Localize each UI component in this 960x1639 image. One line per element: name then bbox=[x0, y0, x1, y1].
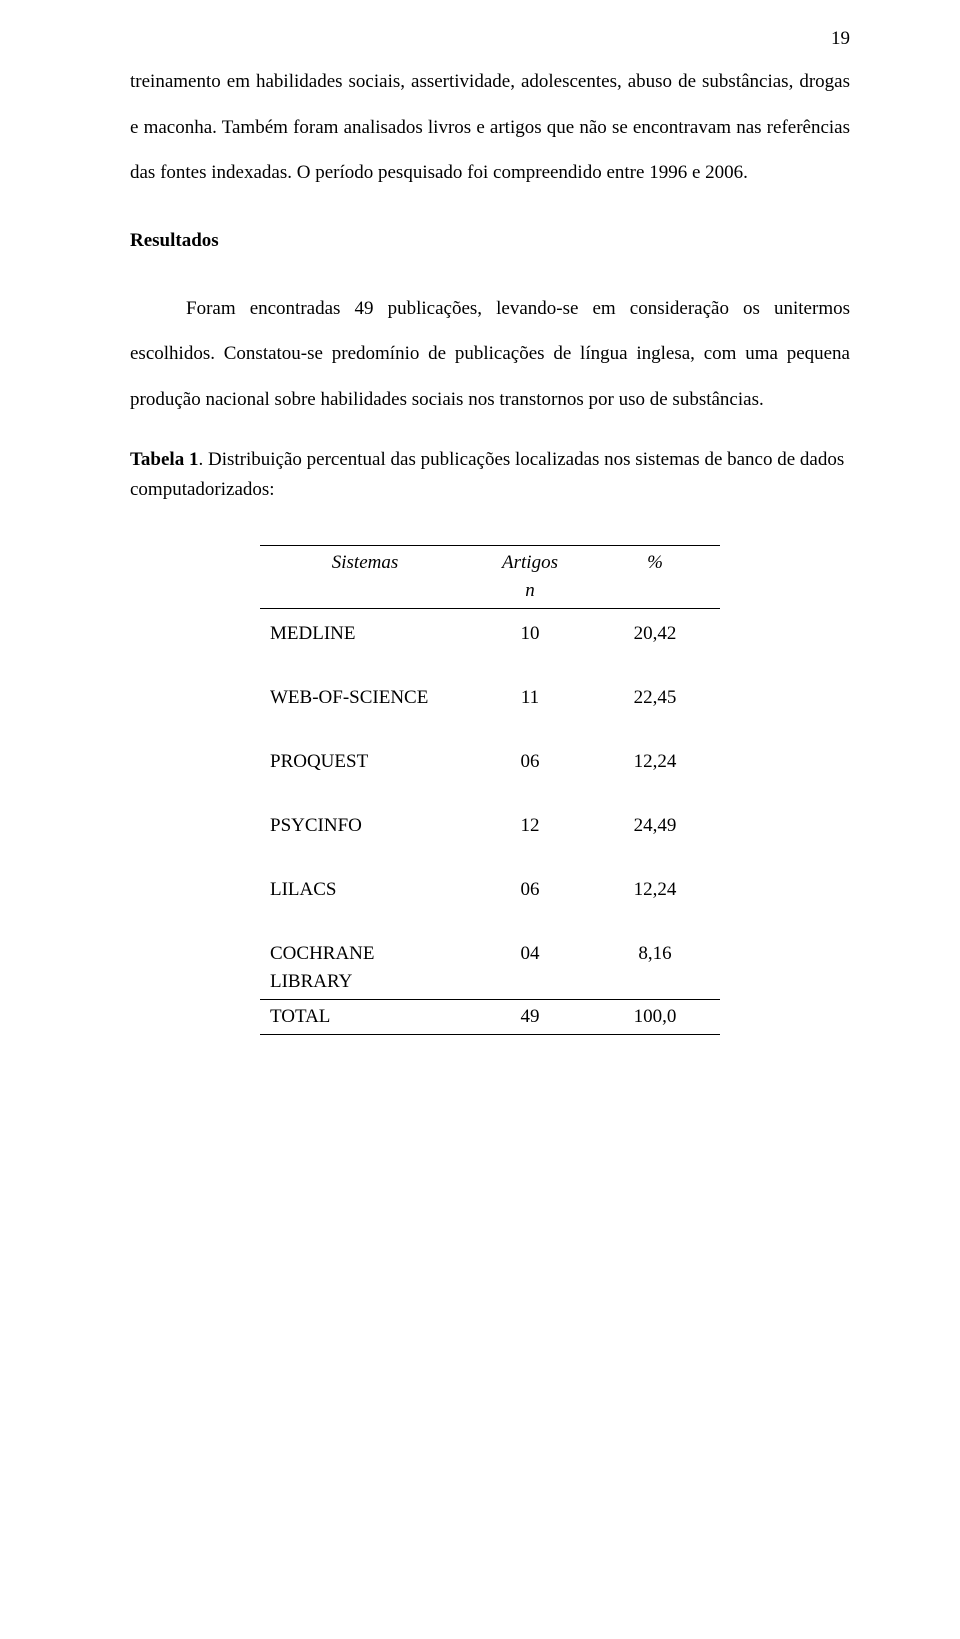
table-row: WEB-OF-SCIENCE 11 22,45 bbox=[260, 651, 720, 715]
cell-n: 10 bbox=[470, 609, 590, 652]
table-row: PSYCINFO 12 24,49 bbox=[260, 779, 720, 843]
th-artigos: Artigos bbox=[470, 546, 590, 581]
cell-n: 04 bbox=[470, 907, 590, 971]
cell-pct: 20,42 bbox=[590, 609, 720, 652]
cell-n: 06 bbox=[470, 843, 590, 907]
results-table: Sistemas Artigos % n MEDLINE 10 20,42 WE bbox=[260, 545, 720, 1035]
cell-n bbox=[470, 971, 590, 1000]
table-caption: Tabela 1. Distribuição percentual das pu… bbox=[130, 445, 850, 506]
table-row: LIBRARY bbox=[260, 971, 720, 1000]
cell-pct: 22,45 bbox=[590, 651, 720, 715]
cell-sys: LIBRARY bbox=[260, 971, 470, 1000]
cell-sys: PSYCINFO bbox=[260, 779, 470, 843]
document-page: 19 treinamento em habilidades sociais, a… bbox=[0, 0, 960, 1639]
paragraph-results: Foram encontradas 49 publicações, levand… bbox=[130, 286, 850, 423]
th-pct: % bbox=[590, 546, 720, 581]
th-blank2 bbox=[590, 580, 720, 609]
table-row: LILACS 06 12,24 bbox=[260, 843, 720, 907]
cell-pct: 100,0 bbox=[590, 1000, 720, 1035]
cell-sys: TOTAL bbox=[260, 1000, 470, 1035]
table-wrapper: Sistemas Artigos % n MEDLINE 10 20,42 WE bbox=[130, 545, 850, 1035]
table-row: MEDLINE 10 20,42 bbox=[260, 609, 720, 652]
section-heading-resultados: Resultados bbox=[130, 230, 850, 252]
th-sistemas: Sistemas bbox=[260, 546, 470, 581]
cell-pct: 12,24 bbox=[590, 843, 720, 907]
page-number: 19 bbox=[831, 28, 850, 50]
cell-n: 49 bbox=[470, 1000, 590, 1035]
table-row: PROQUEST 06 12,24 bbox=[260, 715, 720, 779]
cell-sys: WEB-OF-SCIENCE bbox=[260, 651, 470, 715]
cell-sys: MEDLINE bbox=[260, 609, 470, 652]
cell-pct bbox=[590, 971, 720, 1000]
table-caption-text: . Distribuição percentual das publicaçõe… bbox=[130, 449, 844, 500]
cell-n: 06 bbox=[470, 715, 590, 779]
cell-sys: LILACS bbox=[260, 843, 470, 907]
cell-pct: 12,24 bbox=[590, 715, 720, 779]
cell-sys: COCHRANE bbox=[260, 907, 470, 971]
th-n: n bbox=[470, 580, 590, 609]
table-row: COCHRANE 04 8,16 bbox=[260, 907, 720, 971]
cell-pct: 24,49 bbox=[590, 779, 720, 843]
table-row-total: TOTAL 49 100,0 bbox=[260, 1000, 720, 1035]
cell-n: 12 bbox=[470, 779, 590, 843]
cell-pct: 8,16 bbox=[590, 907, 720, 971]
table-caption-prefix: Tabela 1 bbox=[130, 449, 198, 470]
th-blank bbox=[260, 580, 470, 609]
paragraph-intro: treinamento em habilidades sociais, asse… bbox=[130, 59, 850, 196]
cell-sys: PROQUEST bbox=[260, 715, 470, 779]
cell-n: 11 bbox=[470, 651, 590, 715]
